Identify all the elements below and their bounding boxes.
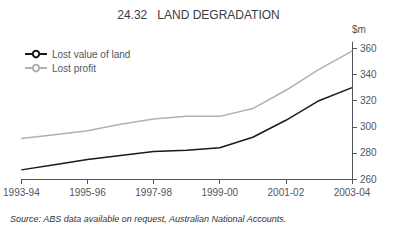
svg-text:320: 320 [360,95,377,106]
svg-text:1995-96: 1995-96 [69,187,106,198]
svg-text:$m: $m [352,24,366,35]
svg-text:360: 360 [360,43,377,54]
svg-text:260: 260 [360,174,377,185]
svg-text:1997-98: 1997-98 [135,187,172,198]
svg-text:280: 280 [360,147,377,158]
svg-text:2001-02: 2001-02 [268,187,305,198]
svg-text:1999-00: 1999-00 [201,187,238,198]
svg-text:300: 300 [360,121,377,132]
svg-text:Lost profit: Lost profit [52,63,96,74]
svg-text:2003-04: 2003-04 [334,187,371,198]
svg-text:1993-94: 1993-94 [3,187,40,198]
svg-text:Source: ABS data available on: Source: ABS data available on request, A… [10,214,286,224]
svg-text:Lost value of land: Lost value of land [52,49,130,60]
svg-text:340: 340 [360,69,377,80]
svg-text:24.32 LAND DEGRADATION: 24.32 LAND DEGRADATION [117,8,280,22]
